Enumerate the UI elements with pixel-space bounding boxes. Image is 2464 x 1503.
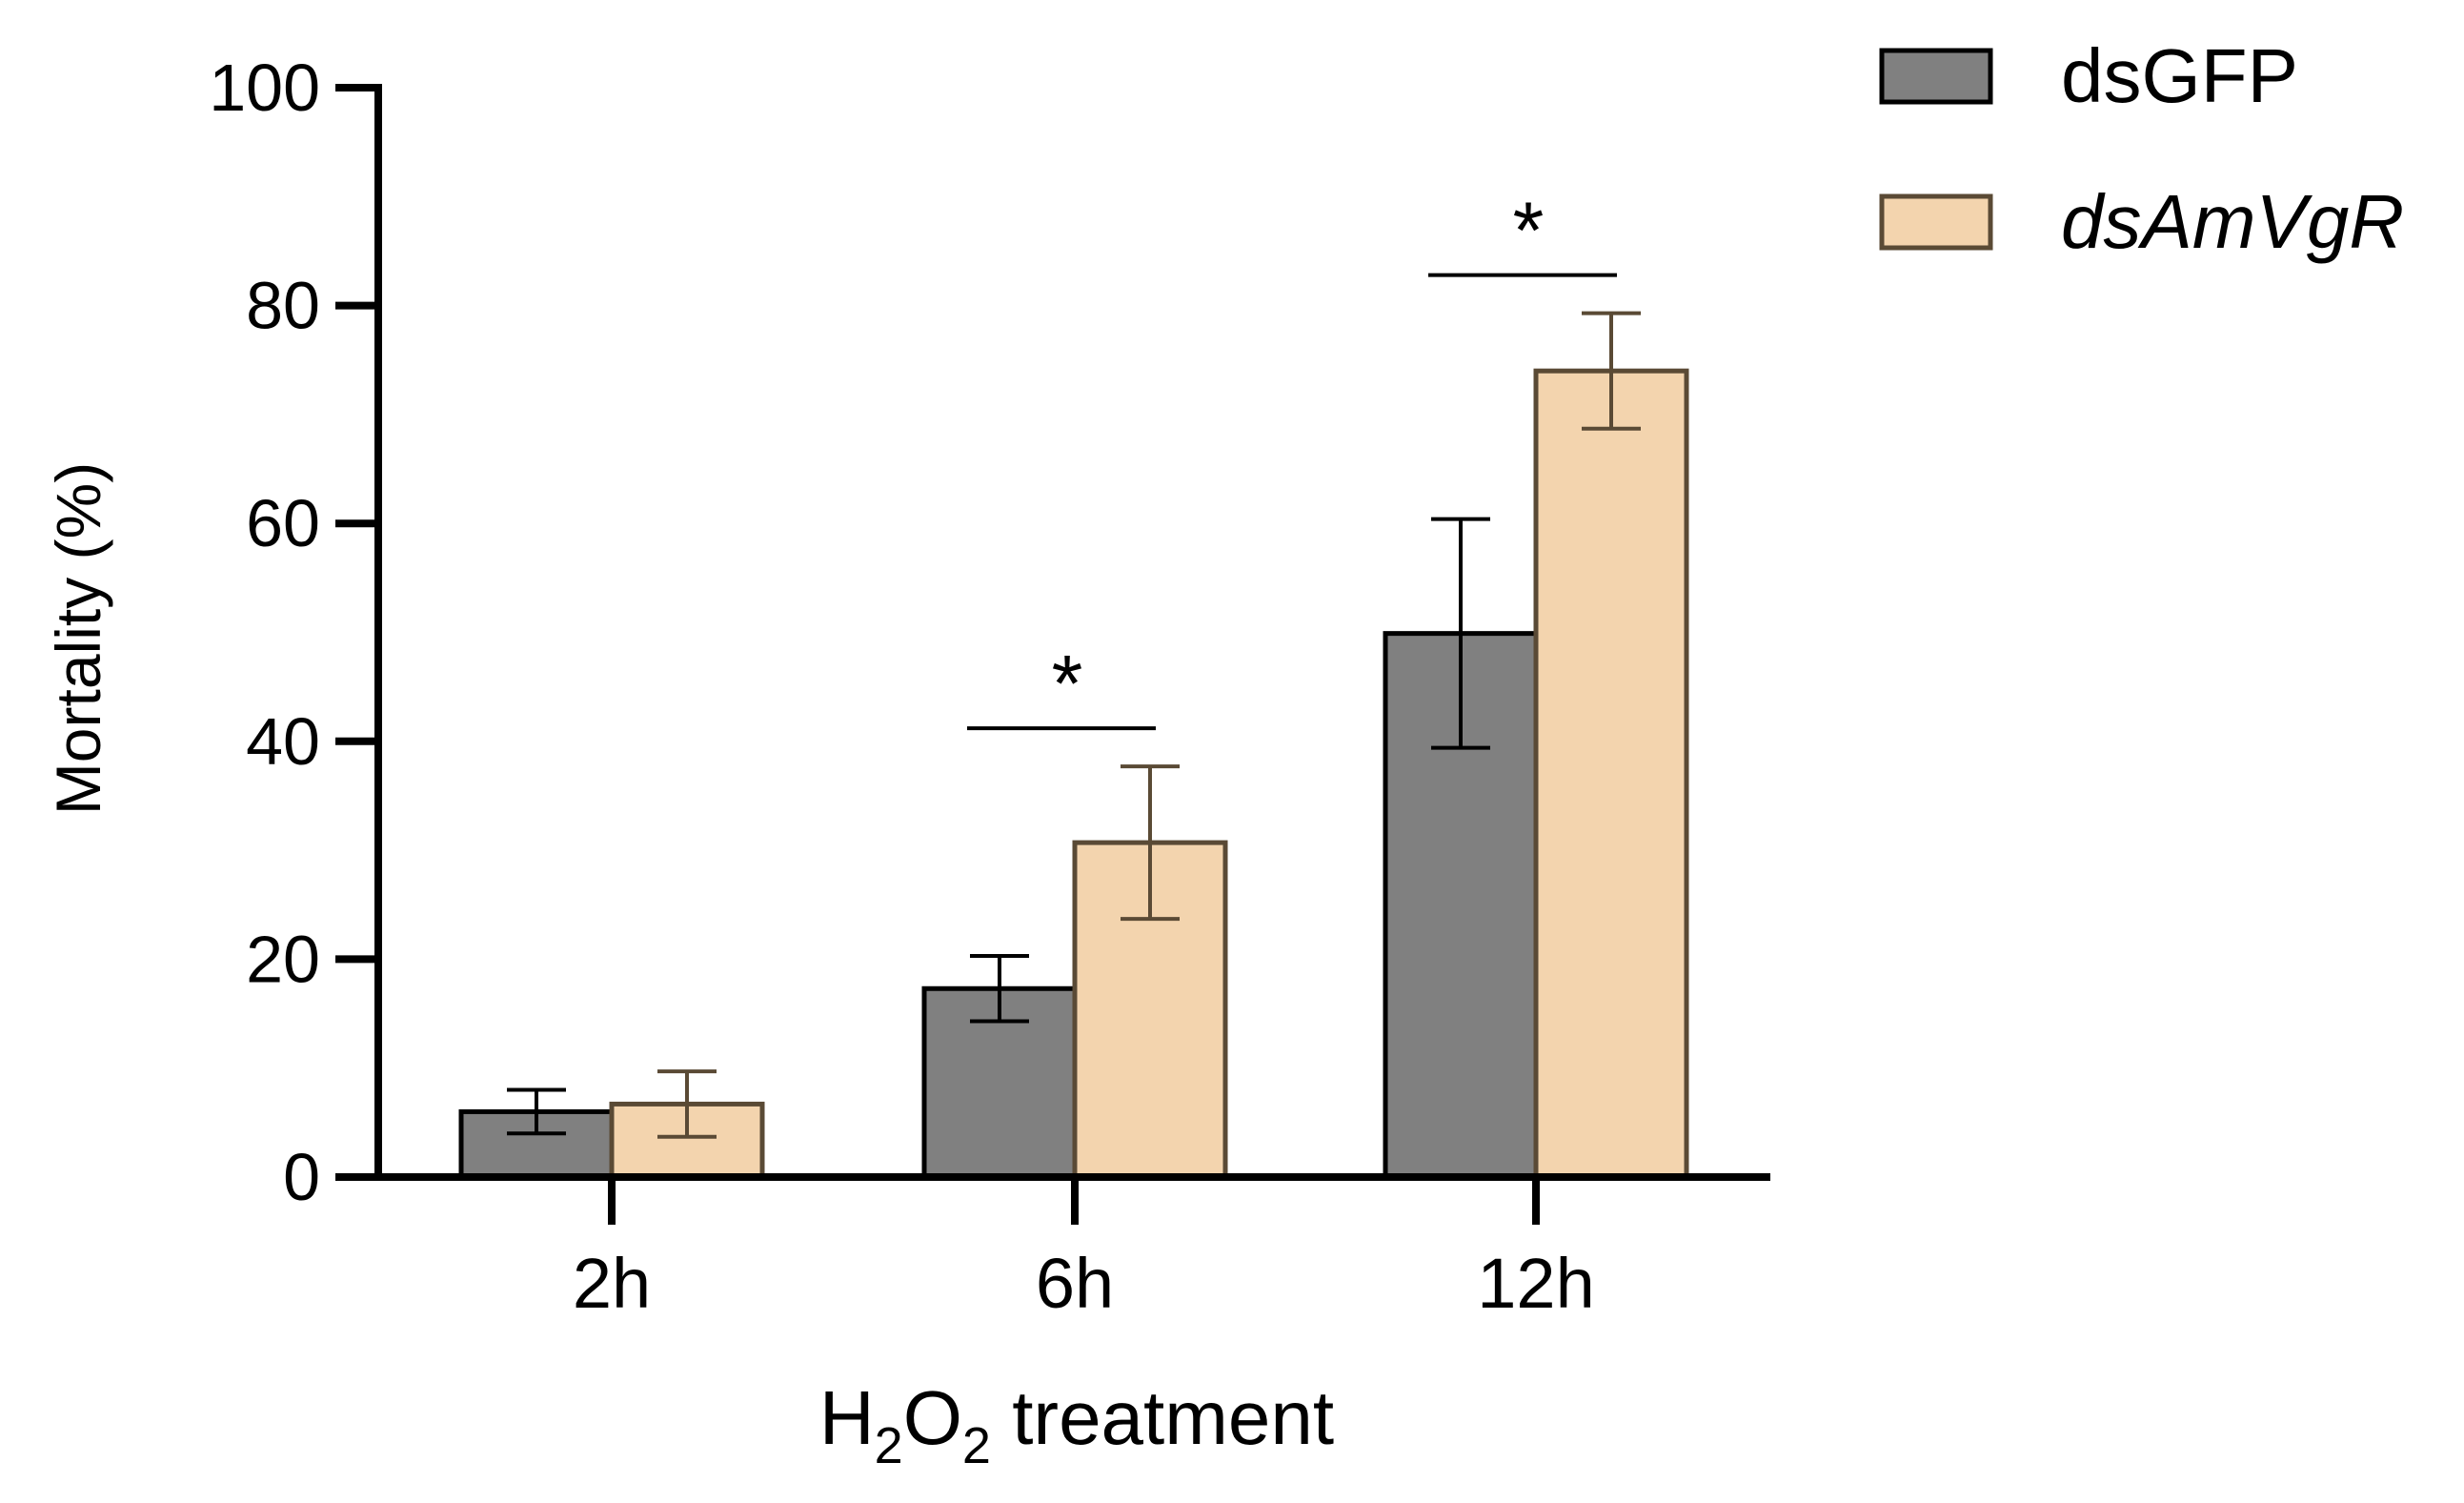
x-tick-label: 12h (1477, 1244, 1594, 1323)
x-axis-title: H2O2 treatment (819, 1375, 1334, 1474)
x-axis-title-sub-1: 2 (875, 1417, 903, 1474)
legend-label-dsGFP: dsGFP (2061, 33, 2298, 118)
x-axis-title-h: H (819, 1375, 875, 1460)
y-tick-label: 100 (209, 51, 320, 125)
legend-swatch-dsAmVgR (1879, 193, 1993, 251)
y-tick-label: 60 (246, 486, 320, 560)
y-tick-label: 40 (246, 704, 320, 779)
y-tick-label: 20 (246, 922, 320, 996)
x-tick-label: 6h (1036, 1244, 1114, 1323)
bars-layer (458, 368, 1689, 1180)
error-bars-layer (507, 311, 1641, 1139)
bar-dsAmVgR-2h (609, 1101, 765, 1180)
y-axis-title: Mortality (%) (43, 462, 113, 815)
x-axis-title-rest: treatment (991, 1375, 1334, 1460)
y-tick-label: 0 (283, 1140, 320, 1214)
legend-swatch-dsGFP (1879, 48, 1993, 105)
x-axis-title-sub-2: 2 (962, 1417, 991, 1474)
axes (335, 84, 1770, 1181)
legend-label-dsAmVgR: dsAmVgR (2061, 179, 2404, 264)
y-ticks: 0 20 40 60 80 100 (209, 51, 378, 1214)
significance-asterisk-6h: * (1052, 639, 1083, 728)
y-tick-label: 80 (246, 269, 320, 343)
bar-dsAmVgR-12h (1533, 368, 1689, 1180)
significance-layer: ** (967, 186, 1617, 731)
x-tick-label: 2h (573, 1244, 651, 1323)
x-axis-title-o: O (903, 1375, 962, 1460)
significance-asterisk-12h: * (1513, 186, 1545, 275)
x-ticks: 2h 6h 12h (573, 1177, 1595, 1323)
legend: dsGFP dsAmVgR (1879, 33, 2404, 264)
